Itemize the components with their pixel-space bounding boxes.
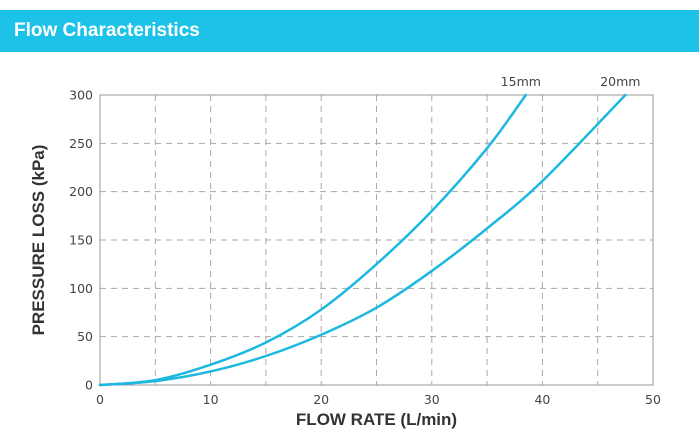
series-label-20mm: 20mm (600, 74, 640, 89)
x-tick-label: 10 (203, 392, 219, 407)
y-tick-label: 50 (77, 329, 93, 344)
series-label-15mm: 15mm (501, 74, 541, 89)
y-tick-label: 0 (85, 378, 93, 393)
x-tick-label: 30 (424, 392, 440, 407)
y-tick-label: 200 (69, 184, 93, 199)
x-tick-label: 20 (313, 392, 329, 407)
y-axis-title: PRESSURE LOSS (kPa) (29, 145, 48, 336)
series-lines: 15mm 20mm (100, 74, 640, 385)
y-tick-label: 100 (69, 281, 93, 296)
x-tick-label: 50 (645, 392, 661, 407)
grid (100, 95, 653, 385)
y-tick-label: 150 (69, 233, 93, 248)
x-tick-label: 40 (534, 392, 550, 407)
x-axis-title: FLOW RATE (L/min) (296, 410, 457, 429)
x-tick-label: 0 (96, 392, 104, 407)
tick-labels: 0 10 20 30 40 50 0 50 100 150 200 250 300 (69, 88, 661, 408)
y-tick-label: 300 (69, 88, 93, 103)
y-tick-label: 250 (69, 136, 93, 151)
